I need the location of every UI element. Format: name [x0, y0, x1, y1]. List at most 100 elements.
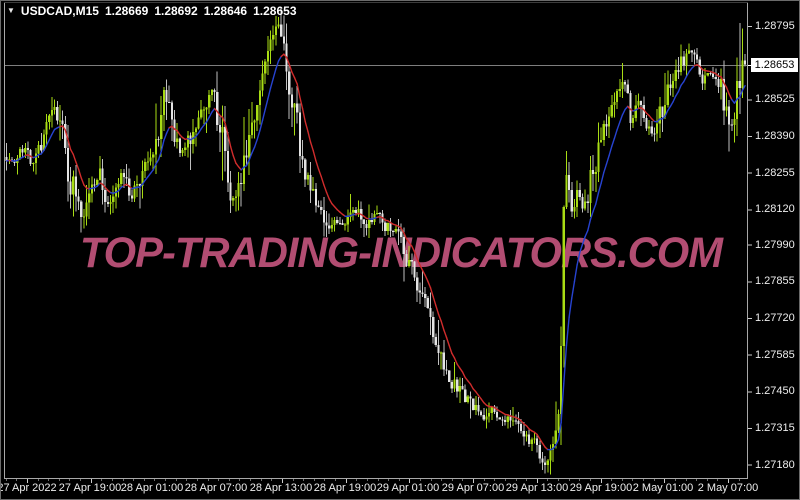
ma-indicator-segment — [597, 182, 602, 194]
ma-indicator-segment — [165, 127, 170, 135]
ma-indicator-segment — [611, 137, 616, 148]
ma-indicator-segment — [677, 84, 682, 93]
ma-indicator-segment — [675, 90, 680, 97]
ma-indicator-segment — [251, 146, 256, 154]
ma-indicator-segment — [317, 168, 322, 178]
ma-indicator-segment — [461, 371, 466, 379]
ma-indicator-segment — [152, 163, 157, 171]
ma-indicator-segment — [309, 141, 314, 152]
ma-indicator-segment — [235, 162, 240, 168]
ma-indicator-segment — [205, 116, 210, 123]
ma-indicator-segment — [195, 132, 200, 138]
ma-indicator-segment — [619, 114, 624, 123]
price-tick-label: 1.27180 — [755, 458, 795, 471]
ma-indicator-segment — [728, 93, 733, 101]
ma-indicator-segment — [427, 280, 432, 289]
price-tick-label: 1.28255 — [755, 166, 795, 179]
time-tick-label: 2 May 07:00 — [697, 482, 759, 494]
ma-indicator-segment — [77, 168, 82, 179]
time-tick-label: 29 Apr 13:00 — [505, 482, 569, 494]
ma-indicator-segment — [328, 198, 333, 205]
ma-indicator-segment — [200, 124, 205, 130]
chevron-down-icon[interactable]: ▼ — [7, 6, 15, 15]
ma-indicator-segment — [555, 438, 560, 447]
chart-title-bar: ▼ USDCAD,M15 1.28669 1.28692 1.28646 1.2… — [7, 4, 297, 18]
ma-indicator-segment — [459, 367, 464, 373]
ma-indicator-segment — [275, 60, 280, 70]
ma-indicator-segment — [680, 80, 685, 86]
time-tick-label: 29 Apr 19:00 — [569, 482, 633, 494]
ma-indicator-segment — [157, 150, 162, 161]
ma-indicator-segment — [405, 238, 410, 244]
ma-indicator-segment — [163, 132, 168, 142]
ma-indicator-segment — [259, 119, 264, 132]
price-tick-label: 1.28390 — [755, 130, 795, 143]
ma-indicator-segment — [227, 133, 232, 147]
ma-indicator-segment — [720, 75, 725, 84]
ma-indicator-segment — [723, 82, 728, 88]
price-tick-label: 1.28120 — [755, 203, 795, 216]
ma-indicator-segment — [616, 121, 621, 131]
ma-indicator-segment — [301, 107, 306, 123]
price-axis[interactable]: 1.28795 1.28525 1.28390 1.28255 1.28120 1.279… — [746, 1, 799, 478]
ma-indicator-segment — [683, 75, 688, 83]
ma-indicator-segment — [315, 159, 320, 170]
ma-indicator-segment — [248, 152, 253, 161]
time-tick-label: 28 Apr 13:00 — [249, 482, 313, 494]
ma-indicator-segment — [224, 122, 229, 135]
ma-indicator-segment — [211, 107, 216, 113]
ma-indicator-segment — [403, 232, 408, 240]
ma-indicator-segment — [573, 264, 578, 283]
ma-indicator-segment — [69, 148, 74, 156]
ma-indicator-segment — [160, 139, 165, 153]
time-axis[interactable]: 27 Apr 2022 27 Apr 19:00 28 Apr 01:00 28 Ap… — [1, 479, 799, 499]
price-tick-label: 1.28525 — [755, 93, 795, 106]
ma-indicator-segment — [293, 76, 298, 85]
ma-indicator-segment — [176, 130, 181, 136]
ma-indicator-segment — [80, 177, 85, 186]
ma-indicator-segment — [525, 425, 530, 430]
ma-indicator-segment — [733, 98, 738, 104]
ma-indicator-segment — [400, 227, 405, 234]
ma-indicator-segment — [568, 297, 573, 318]
ma-indicator-segment — [664, 109, 669, 117]
ma-indicator-segment — [440, 320, 445, 331]
ma-indicator-segment — [565, 316, 570, 347]
ma-indicator-segment — [480, 398, 485, 404]
ma-indicator-segment — [595, 192, 600, 205]
ma-indicator-segment — [61, 125, 66, 131]
price-tick-label: 1.27990 — [755, 238, 795, 251]
ma-indicator-segment — [285, 56, 290, 65]
ma-indicator-segment — [435, 304, 440, 315]
ma-indicator-segment — [421, 269, 426, 276]
ma-indicator-segment — [216, 110, 221, 117]
time-tick-label: 29 Apr 07:00 — [441, 482, 505, 494]
ma-indicator-segment — [552, 444, 557, 450]
price-tick-label: 1.28795 — [755, 20, 795, 33]
ma-indicator-segment — [739, 89, 744, 98]
ma-indicator-segment — [669, 101, 674, 108]
ma-indicator-segment — [469, 383, 474, 390]
ma-indicator-segment — [325, 191, 330, 200]
ma-indicator-segment — [621, 108, 626, 116]
ma-indicator-segment — [557, 421, 562, 441]
ma-indicator-segment — [608, 145, 613, 157]
ma-indicator-segment — [536, 433, 541, 440]
ma-indicator-segment — [429, 287, 434, 298]
ma-indicator-segment — [72, 153, 77, 163]
ma-indicator-segment — [197, 128, 202, 134]
ma-indicator-segment — [144, 176, 149, 181]
ma-indicator-segment — [539, 438, 544, 444]
ma-indicator-segment — [40, 149, 45, 155]
ma-indicator-segment — [299, 96, 304, 110]
time-tick-label: 28 Apr 01:00 — [120, 482, 184, 494]
ma-indicator-segment — [416, 258, 421, 266]
ma-indicator-segment — [51, 128, 56, 136]
ma-indicator-segment — [475, 391, 480, 397]
ma-indicator-segment — [600, 171, 605, 185]
ma-indicator-segment — [312, 149, 317, 162]
ma-indicator-segment — [323, 184, 328, 193]
ma-indicator-segment — [269, 77, 274, 89]
ma-indicator-segment — [147, 172, 152, 178]
